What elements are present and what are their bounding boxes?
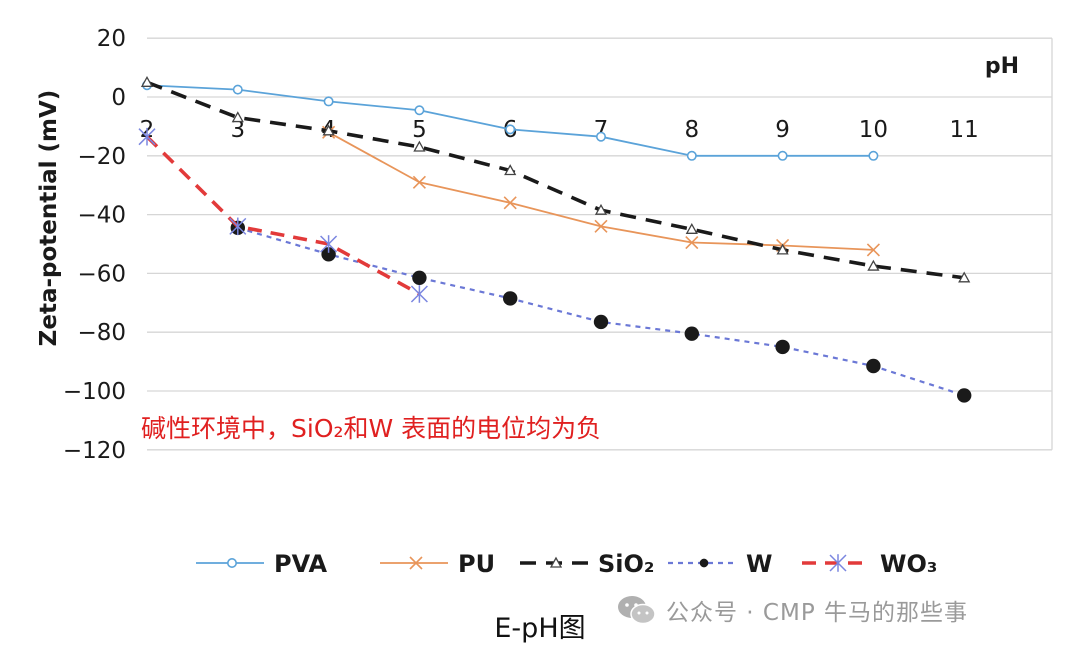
data-point [685,235,699,250]
y-tick-label: 0 [111,85,126,111]
data-point [866,243,880,257]
annotation-text: 碱性环境中，SiO₂和W 表面的电位均为负 [141,414,601,443]
data-point [140,75,154,87]
series-line [328,131,874,251]
watermark: 公众号 · CMP 牛马的那些事 [616,590,968,630]
y-tick-label: 20 [97,26,126,52]
y-tick-label: −100 [63,379,126,405]
legend-label: PVA [274,550,328,578]
data-point [684,326,699,341]
data-point [594,219,608,233]
data-point [409,556,423,570]
figure-caption: E-pH图 [494,613,586,644]
legend: PVA PU SiO₂ W WO₃ [196,550,937,578]
data-point-stroke [409,556,423,570]
data-point [957,388,972,403]
data-point-stroke [866,243,880,257]
x-tick-label: 3 [230,117,245,143]
data-point [866,358,881,374]
series-sio [140,75,971,283]
series-line [146,80,965,280]
x-tick-label: 10 [859,117,888,143]
gridlines [147,37,1053,451]
data-point [867,259,880,271]
x-tick-label: 11 [950,117,979,143]
data-point-stroke [685,235,699,250]
data-point [593,314,609,330]
legend-label: SiO₂ [598,550,654,578]
series-w [230,220,972,403]
series-layer [138,75,972,403]
data-point [503,196,517,210]
data-point [504,164,517,176]
series-line [145,135,421,296]
data-point [323,96,334,107]
legend-label: PU [458,550,495,578]
data-point [138,127,156,146]
x-tick-label: 9 [775,117,790,143]
data-point [549,556,563,568]
y-tick-labels: 20 0 −20 −40 −60 −80 −100 −120 [63,26,126,464]
legend-label: W [746,550,772,578]
x-tick-label: 5 [412,117,427,143]
data-point [505,124,516,135]
data-point [777,150,788,161]
y-tick-label: −40 [77,203,126,229]
y-tick-label: −120 [63,438,126,464]
data-point [958,271,971,283]
data-point-stroke [594,219,608,233]
y-axis-title: Zeta-potential (mV) [36,90,62,347]
data-point [232,84,243,95]
legend-item: W [668,550,772,578]
wechat-icon [618,596,656,625]
data-point [594,203,608,215]
y-tick-label: −20 [77,144,126,170]
y-tick-label: −80 [77,320,126,346]
data-point [686,150,697,161]
data-point [322,124,335,136]
data-point [320,235,338,253]
data-point [413,140,426,152]
data-point [229,217,247,236]
series-wo [138,127,428,303]
x-axis-title: pH [985,54,1019,79]
legend-label: WO₃ [880,550,937,578]
legend-item: SiO₂ [520,550,654,578]
data-point [776,243,789,255]
x-tick-labels: 234567891011 [140,117,979,143]
data-point [829,554,847,572]
data-point [412,270,427,286]
data-point [227,557,238,568]
data-point [410,285,428,303]
data-point [412,175,426,189]
data-point [595,131,606,142]
watermark-text: 公众号 · CMP 牛马的那些事 [666,600,969,626]
series-line [237,226,965,397]
legend-item: WO₃ [802,550,937,578]
y-tick-label: −60 [77,261,126,287]
data-point [685,222,698,234]
data-point [321,247,336,262]
data-point-stroke [503,196,517,210]
data-point [231,111,244,123]
data-point [775,339,790,355]
x-tick-label: 8 [684,117,699,143]
data-point-stroke [412,175,426,189]
legend-item: PU [380,550,495,578]
data-point [699,558,709,568]
data-point [503,291,518,306]
data-point [868,150,879,161]
legend-item: PVA [196,550,328,578]
data-point [414,105,425,116]
